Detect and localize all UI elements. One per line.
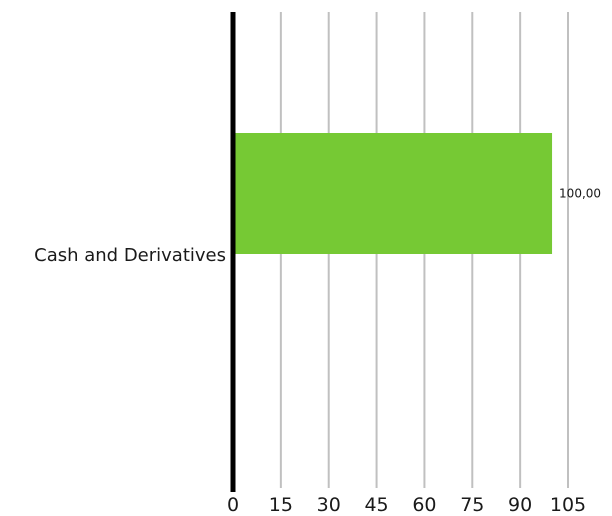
x-tick-label: 90 bbox=[508, 494, 532, 516]
x-tick-label: 0 bbox=[227, 494, 239, 516]
x-axis-ticks: 0 15 30 45 60 75 90 105 bbox=[227, 494, 586, 516]
x-tick-label: 30 bbox=[317, 494, 341, 516]
x-tick-label: 105 bbox=[550, 494, 586, 516]
bars bbox=[233, 133, 553, 254]
bar bbox=[233, 133, 553, 254]
x-tick-label: 60 bbox=[412, 494, 436, 516]
data-labels: 100,00 bbox=[559, 187, 601, 201]
data-label: 100,00 bbox=[559, 187, 601, 201]
category-labels: Cash and Derivatives bbox=[34, 245, 226, 266]
x-tick-label: 45 bbox=[364, 494, 388, 516]
x-tick-label: 75 bbox=[460, 494, 484, 516]
category-label: Cash and Derivatives bbox=[34, 245, 226, 266]
x-tick-label: 15 bbox=[269, 494, 293, 516]
